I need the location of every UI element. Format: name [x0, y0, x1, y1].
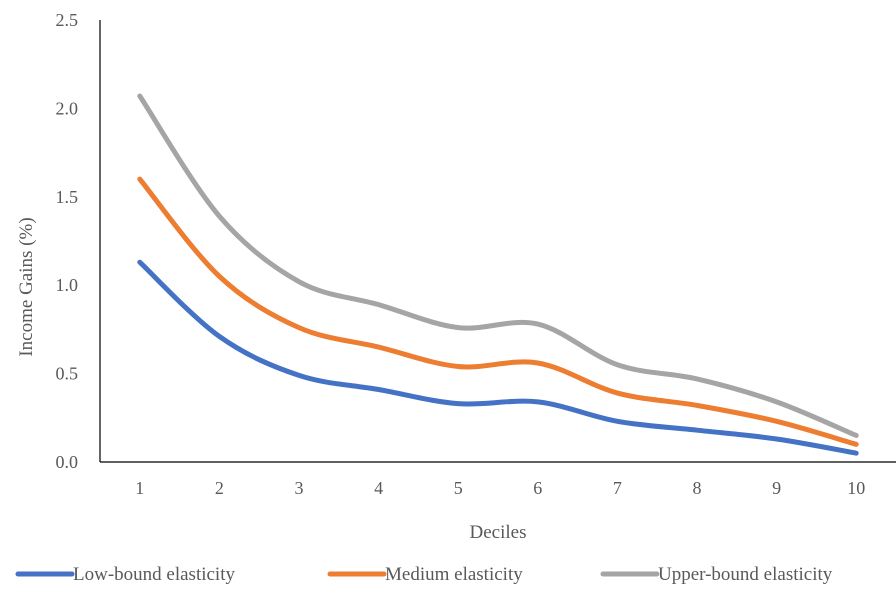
x-tick-label: 5	[454, 478, 463, 498]
y-tick-labels: 0.0 0.5 1.0 1.5 2.0 2.5	[56, 10, 79, 472]
x-axis-title: Deciles	[470, 522, 527, 543]
x-tick-label: 9	[772, 478, 781, 498]
legend-label: Low-bound elasticity	[73, 564, 235, 585]
axes	[99, 20, 896, 463]
x-tick-label: 4	[374, 478, 383, 498]
y-tick-label: 1.5	[56, 187, 79, 207]
y-tick-label: 0.0	[56, 452, 79, 472]
legend-label: Upper-bound elasticity	[658, 564, 833, 585]
x-tick-label: 3	[295, 478, 304, 498]
x-tick-label: 8	[693, 478, 702, 498]
legend-item-medium-elasticity: Medium elasticity	[327, 564, 523, 585]
x-tick-label: 6	[533, 478, 542, 498]
y-tick-label: 2.5	[56, 10, 79, 30]
x-tick-label: 2	[215, 478, 224, 498]
x-tick-label: 1	[135, 478, 144, 498]
y-tick-label: 2.0	[56, 98, 79, 118]
x-tick-label: 7	[613, 478, 622, 498]
y-axis-title: Income Gains (%)	[16, 217, 37, 356]
y-tick-label: 0.5	[56, 364, 79, 384]
series-line-medium-elasticity	[137, 176, 859, 447]
legend-item-low-bound-elasticity: Low-bound elasticity	[15, 564, 235, 585]
series-line-low-bound-elasticity	[137, 259, 859, 456]
legend-label: Medium elasticity	[385, 564, 523, 585]
x-tick-labels: 1 2 3 4 5 6 7 8 9 10	[135, 478, 865, 498]
series-line-upper-bound-elasticity	[137, 93, 859, 438]
y-tick-label: 1.0	[56, 275, 79, 295]
legend-item-upper-bound-elasticity: Upper-bound elasticity	[600, 564, 833, 585]
x-tick-label: 10	[847, 478, 865, 498]
legend: Low-bound elasticity Medium elasticity Upp…	[15, 564, 833, 585]
series-lines	[137, 93, 859, 456]
